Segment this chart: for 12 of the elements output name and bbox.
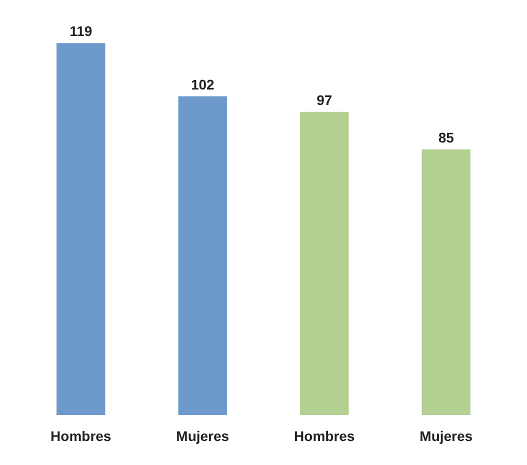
bar xyxy=(300,112,349,415)
data-label: 102 xyxy=(190,76,215,92)
bar xyxy=(422,149,470,415)
data-label: 119 xyxy=(70,23,92,40)
data-label: 85 xyxy=(438,129,454,146)
data-label: 97 xyxy=(316,92,332,108)
x-tick-label: Mujeres xyxy=(176,428,230,444)
x-tick-label: Hombres xyxy=(294,428,355,444)
x-tick-label: Mujeres xyxy=(420,428,473,444)
x-tick-label: Hombres xyxy=(50,428,112,444)
bar xyxy=(56,43,106,415)
bar xyxy=(178,96,227,415)
